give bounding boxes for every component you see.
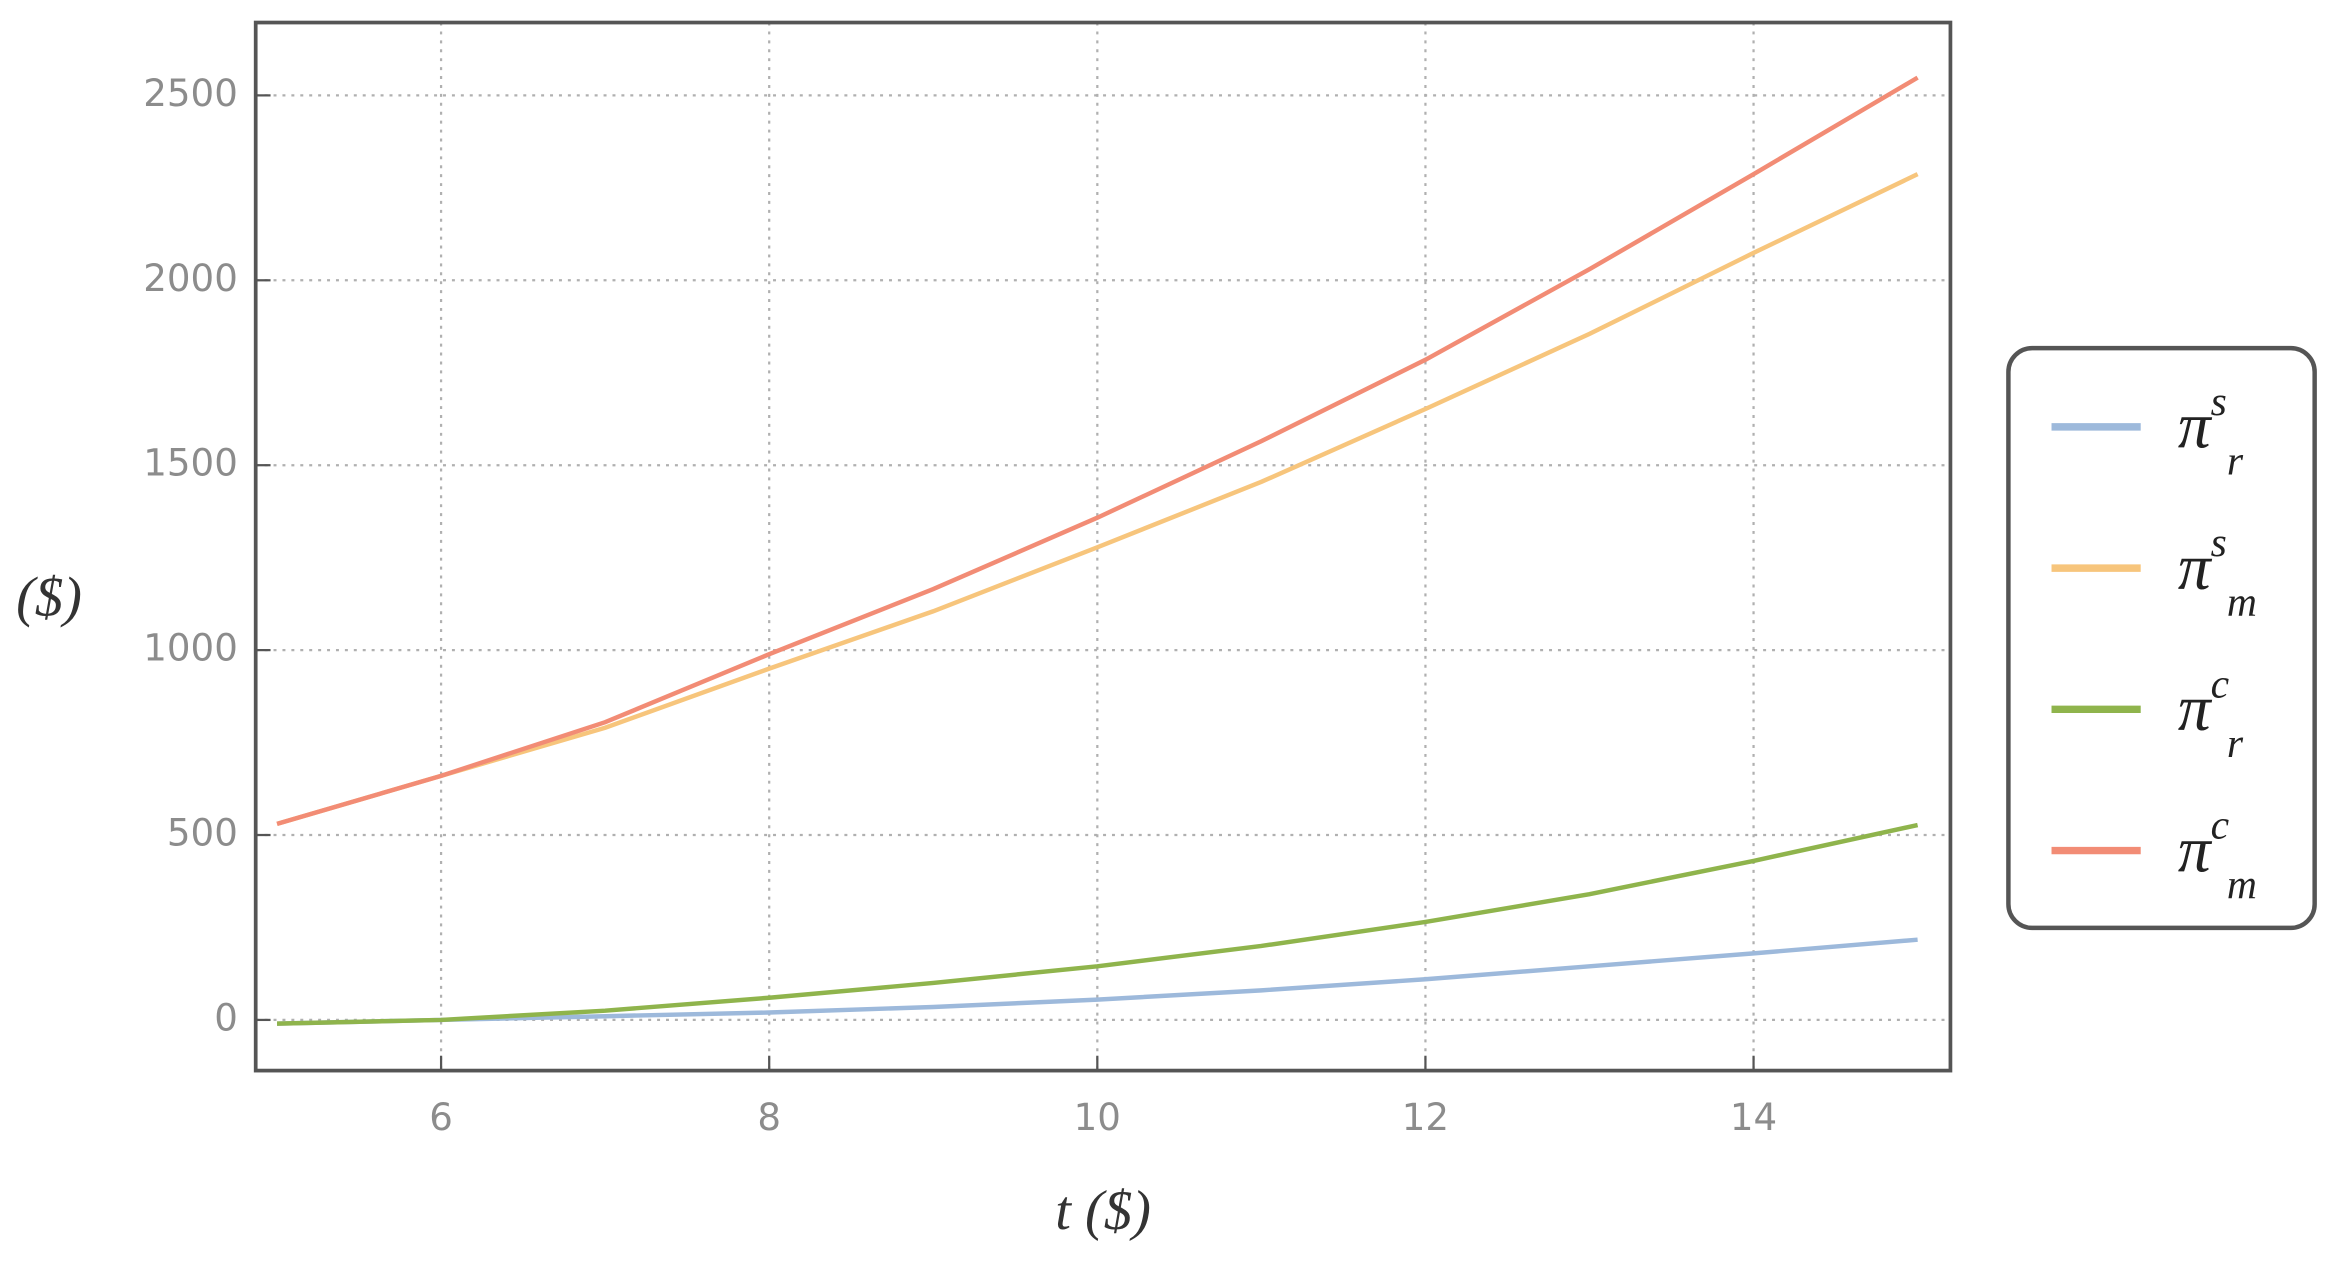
legend-sub: m xyxy=(2227,580,2257,626)
legend-sup: c xyxy=(2211,803,2230,849)
y-tick-label: 0 xyxy=(214,996,238,1039)
x-axis-label: t ($) xyxy=(1055,1180,1151,1242)
y-tick-label: 2000 xyxy=(143,257,238,300)
legend-label: πsm xyxy=(2178,520,2257,625)
legend-symbol: π xyxy=(2178,391,2213,463)
y-tick-label: 1500 xyxy=(143,442,238,485)
series-line xyxy=(276,75,1919,827)
x-tick-label: 10 xyxy=(1074,1096,1121,1139)
series-line xyxy=(276,822,1919,1026)
x-tick-label: 8 xyxy=(757,1096,781,1139)
x-tick-label: 14 xyxy=(1730,1096,1777,1139)
x-tick-label: 12 xyxy=(1402,1096,1449,1139)
series-line xyxy=(276,937,1918,1026)
legend-label: πc r xyxy=(2178,661,2244,766)
y-axis-label: ($) xyxy=(16,566,82,628)
series-line xyxy=(276,172,1919,827)
plot-frame xyxy=(253,20,1953,1073)
legend-sub: m xyxy=(2227,862,2257,908)
y-tick-label: 500 xyxy=(167,812,238,855)
legend-label: πc m xyxy=(2178,803,2257,908)
y-tick-label: 1000 xyxy=(143,627,238,670)
legend-sup: c xyxy=(2211,661,2230,707)
legend-sub: r xyxy=(2227,438,2244,484)
legend-symbol: π xyxy=(2178,814,2213,886)
x-tick-label: 6 xyxy=(429,1096,453,1139)
legend-symbol: π xyxy=(2178,532,2213,604)
legend-label: πsr xyxy=(2178,379,2244,484)
legend-sup: s xyxy=(2211,520,2227,566)
legend-sup: s xyxy=(2211,379,2227,425)
legend-symbol: π xyxy=(2178,673,2213,745)
y-tick-label: 2500 xyxy=(143,72,238,115)
legend-box xyxy=(2006,345,2317,931)
legend-sub: r xyxy=(2227,721,2244,767)
